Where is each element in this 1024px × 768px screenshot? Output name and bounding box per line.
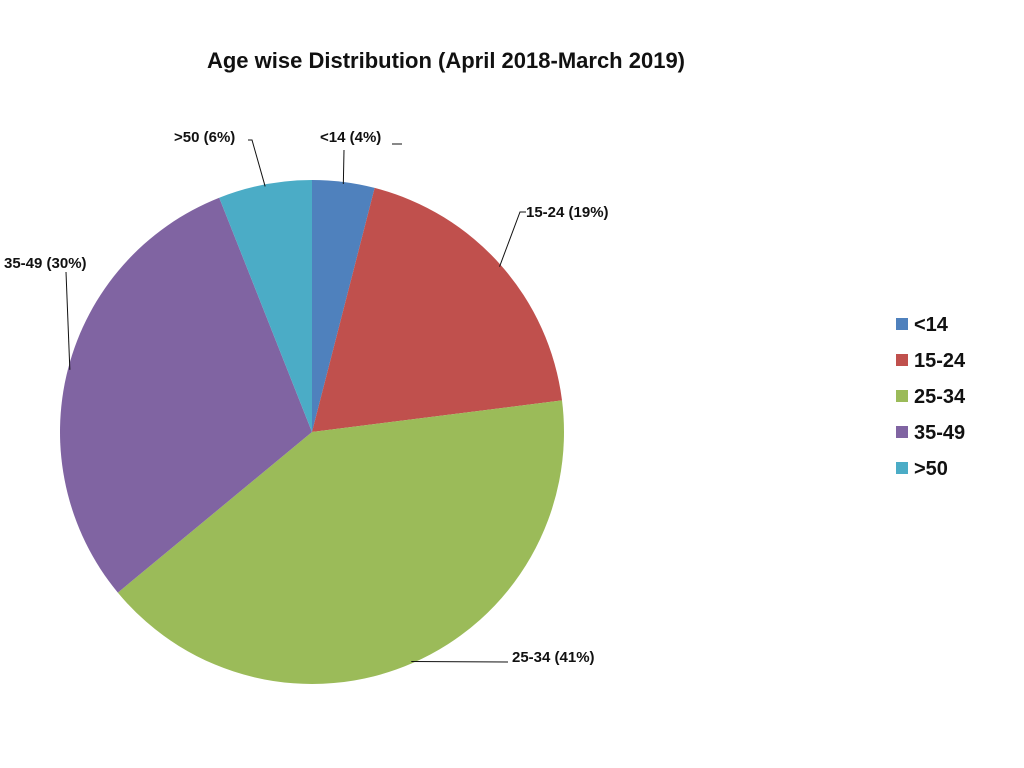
legend-swatch-25-34 [896,390,908,402]
legend-label-lt14: <14 [914,314,949,336]
data-label-15-24: 15-24 (19%) [526,204,609,221]
pie-slice-25-34 [117,400,565,685]
pie-slices [59,180,565,685]
legend-swatch-gt50 [896,462,908,474]
data-label-35-49: 35-49 (30%) [4,255,87,272]
legend-label-15-24: 15-24 [914,350,966,372]
legend-label-gt50: >50 [914,458,948,480]
data-label-25-34: 25-34 (41%) [512,649,595,666]
legend-swatch-lt14 [896,318,908,330]
leader-lines [65,139,526,663]
legend-label-25-34: 25-34 [914,386,966,408]
data-label-gt50: >50 (6%) [174,129,235,146]
leader-line-lt14 [342,149,345,184]
legend-label-35-49: 35-49 [914,422,965,444]
leader-line-gt50 [248,139,266,187]
legend-swatch-15-24 [896,354,908,366]
legend-swatch-35-49 [896,426,908,438]
leader-line-25-34 [411,660,509,663]
legend: <14 15-24 25-34 35-49 >50 [896,314,966,480]
data-label-lt14: <14 (4%) [320,129,381,146]
pie-slice-gt50 [219,180,312,432]
pie-slice-15-24 [312,187,563,432]
pie-slice-lt14 [312,180,375,432]
leader-line-35-49 [65,271,71,370]
leader-line-15-24 [499,211,526,267]
pie-slice-35-49 [59,197,312,593]
chart-title: Age wise Distribution (April 2018-March … [207,48,685,73]
